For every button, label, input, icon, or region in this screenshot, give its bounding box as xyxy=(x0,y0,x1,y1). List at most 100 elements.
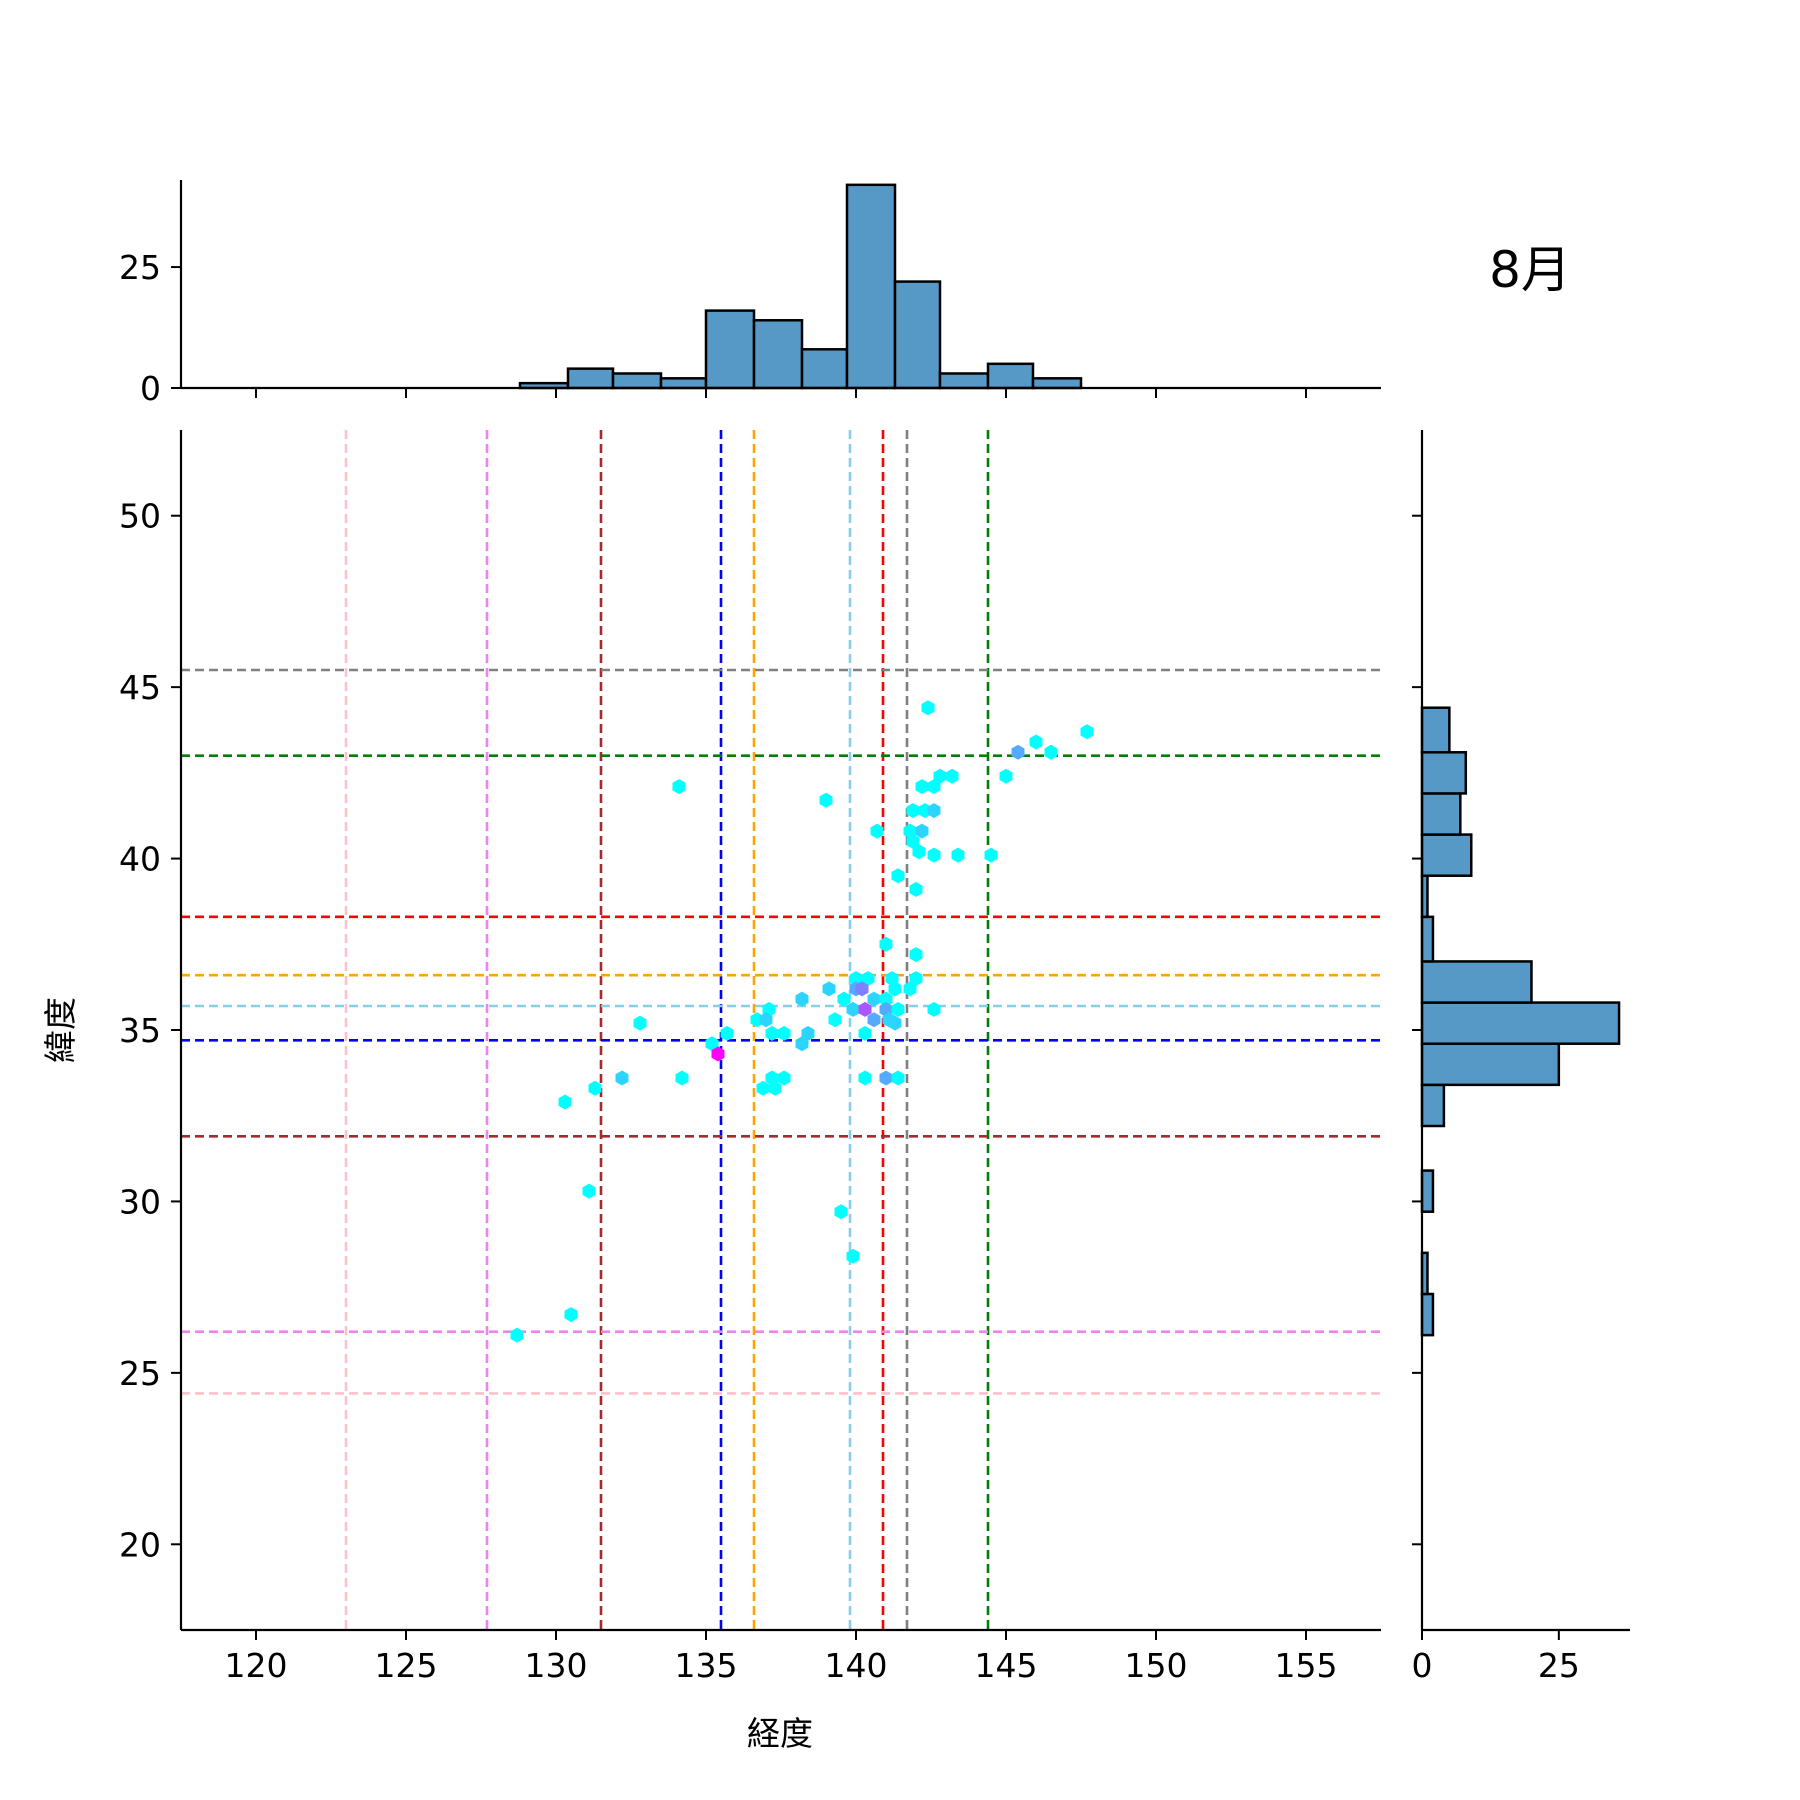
hexbin-cell-57 xyxy=(858,1025,872,1041)
marginal-x-y-tick-label-1: 25 xyxy=(119,248,161,287)
marginal-y-bar-6 xyxy=(1420,1042,1561,1087)
y-axis-label: 緯度 xyxy=(41,997,80,1063)
hexbin-cell-30 xyxy=(909,971,923,987)
joint-hexbin-plot xyxy=(181,430,1381,1630)
hexbin-cell-47 xyxy=(759,1012,773,1028)
x-tick-label-5: 145 xyxy=(975,1646,1038,1685)
marginal-y-bar-3 xyxy=(1420,1169,1435,1213)
marginal-y-x-tick-label-1: 25 xyxy=(1538,1646,1580,1685)
hexbin-cell-41 xyxy=(858,1001,872,1017)
hexbin-cell-59 xyxy=(795,1036,809,1052)
hexbin-cells xyxy=(510,700,1094,1343)
hexbin-cell-65 xyxy=(858,1070,872,1086)
hexbin-cell-68 xyxy=(588,1080,602,1096)
hexbin-cell-1 xyxy=(1080,724,1094,740)
hexbin-cell-23 xyxy=(891,868,905,884)
reference-lines xyxy=(181,430,1381,1630)
hexbin-cell-72 xyxy=(582,1183,596,1199)
hexbin-cell-22 xyxy=(984,847,998,863)
x-tick-label-1: 125 xyxy=(375,1646,438,1685)
x-tick-label-6: 150 xyxy=(1125,1646,1188,1685)
hexbin-cell-66 xyxy=(879,1070,893,1086)
marginal-x-bar-8 xyxy=(893,280,942,390)
hexbin-cell-75 xyxy=(564,1307,578,1323)
axes: 120 125 130 135 140 145 150 155 20 25 30 35 40 45 50 0 2… xyxy=(119,180,1630,1685)
hexbin-cell-40 xyxy=(846,1001,860,1017)
marginal-y-bar-14 xyxy=(1420,706,1451,754)
hexbin-cell-21 xyxy=(951,847,965,863)
hexbin-cell-58 xyxy=(705,1036,719,1052)
marginal-x-bar-11 xyxy=(1031,377,1083,390)
hexbin-cell-10 xyxy=(927,779,941,795)
hexbin-cell-26 xyxy=(909,947,923,963)
marginal-x-bar-6 xyxy=(800,348,849,390)
marginal-y-bar-9 xyxy=(1420,915,1435,963)
hexbin-cell-5 xyxy=(999,768,1013,784)
x-axis-label: 経度 xyxy=(747,1714,813,1753)
y-tick-label-2: 30 xyxy=(119,1182,161,1221)
marginal-y-x-tick-label-0: 0 xyxy=(1412,1646,1433,1685)
hexbin-cell-34 xyxy=(888,981,902,997)
x-tick-label-2: 130 xyxy=(525,1646,588,1685)
hexbin-cell-67 xyxy=(891,1070,905,1086)
marginal-y-bar-8 xyxy=(1420,960,1533,1004)
hexbin-cell-2 xyxy=(1029,734,1043,750)
hexbin-cell-69 xyxy=(756,1080,770,1096)
hexbin-cell-24 xyxy=(909,881,923,897)
hexbin-cell-64 xyxy=(777,1070,791,1086)
hexbin-cell-55 xyxy=(777,1025,791,1041)
y-tick-label-3: 35 xyxy=(119,1011,161,1050)
hexbin-cell-27 xyxy=(849,971,863,987)
hexbin-cell-48 xyxy=(828,1012,842,1028)
hexbin-cell-6 xyxy=(933,768,947,784)
marginal-x-bar-1 xyxy=(566,367,615,390)
hexbin-cell-31 xyxy=(822,981,836,997)
hexbin-cell-44 xyxy=(927,1001,941,1017)
hexbin-cell-28 xyxy=(861,971,875,987)
marginal-x-bar-10 xyxy=(986,362,1035,390)
marginal-y-bar-7 xyxy=(1420,1001,1621,1045)
y-tick-label-1: 25 xyxy=(119,1354,161,1393)
hexbin-cell-25 xyxy=(879,936,893,952)
hexbin-cell-70 xyxy=(768,1080,782,1096)
hexbin-cell-51 xyxy=(633,1015,647,1031)
hexbin-cell-12 xyxy=(906,803,920,819)
hexbin-cell-19 xyxy=(912,844,926,860)
marginal-y-bar-13 xyxy=(1420,751,1468,795)
hexbin-cell-76 xyxy=(510,1327,524,1343)
hexbin-cell-15 xyxy=(870,823,884,839)
marginal-x-bar-5 xyxy=(752,319,804,390)
marginal-y-bar-11 xyxy=(1420,833,1473,877)
hexbin-cell-74 xyxy=(846,1248,860,1264)
hexbin-cell-43 xyxy=(891,1001,905,1017)
marginal-y-bar-12 xyxy=(1420,792,1462,836)
x-tick-label-4: 140 xyxy=(825,1646,888,1685)
hexbin-cell-18 xyxy=(906,833,920,849)
y-tick-label-6: 50 xyxy=(119,497,161,536)
hexbin-cell-73 xyxy=(834,1204,848,1220)
hexbin-cell-4 xyxy=(1044,744,1058,760)
y-tick-label-5: 45 xyxy=(119,668,161,707)
marginal-x-bar-2 xyxy=(611,372,663,390)
hexbin-cell-61 xyxy=(675,1070,689,1086)
marginal-x-bar-9 xyxy=(938,372,990,390)
y-tick-label-4: 40 xyxy=(119,840,161,879)
hexbin-cell-71 xyxy=(558,1094,572,1110)
marginal-y-bar-0 xyxy=(1420,1292,1435,1337)
marginal-x-bar-3 xyxy=(659,377,708,390)
hexbin-cell-56 xyxy=(801,1025,815,1041)
hexbin-cell-62 xyxy=(615,1070,629,1086)
x-tick-label-3: 135 xyxy=(675,1646,738,1685)
marginal-y-bar-5 xyxy=(1420,1083,1446,1128)
hexbin-cell-39 xyxy=(879,991,893,1007)
hexbin-cell-36 xyxy=(795,991,809,1007)
hexbin-cell-53 xyxy=(720,1025,734,1041)
hexbin-cell-37 xyxy=(837,991,851,1007)
x-tick-label-0: 120 xyxy=(225,1646,288,1685)
marginal-x-bar-4 xyxy=(704,309,756,390)
hexbin-cell-9 xyxy=(915,779,929,795)
hexbin-cell-14 xyxy=(927,803,941,819)
hexbin-cell-54 xyxy=(765,1025,779,1041)
hexbin-cell-33 xyxy=(855,981,869,997)
